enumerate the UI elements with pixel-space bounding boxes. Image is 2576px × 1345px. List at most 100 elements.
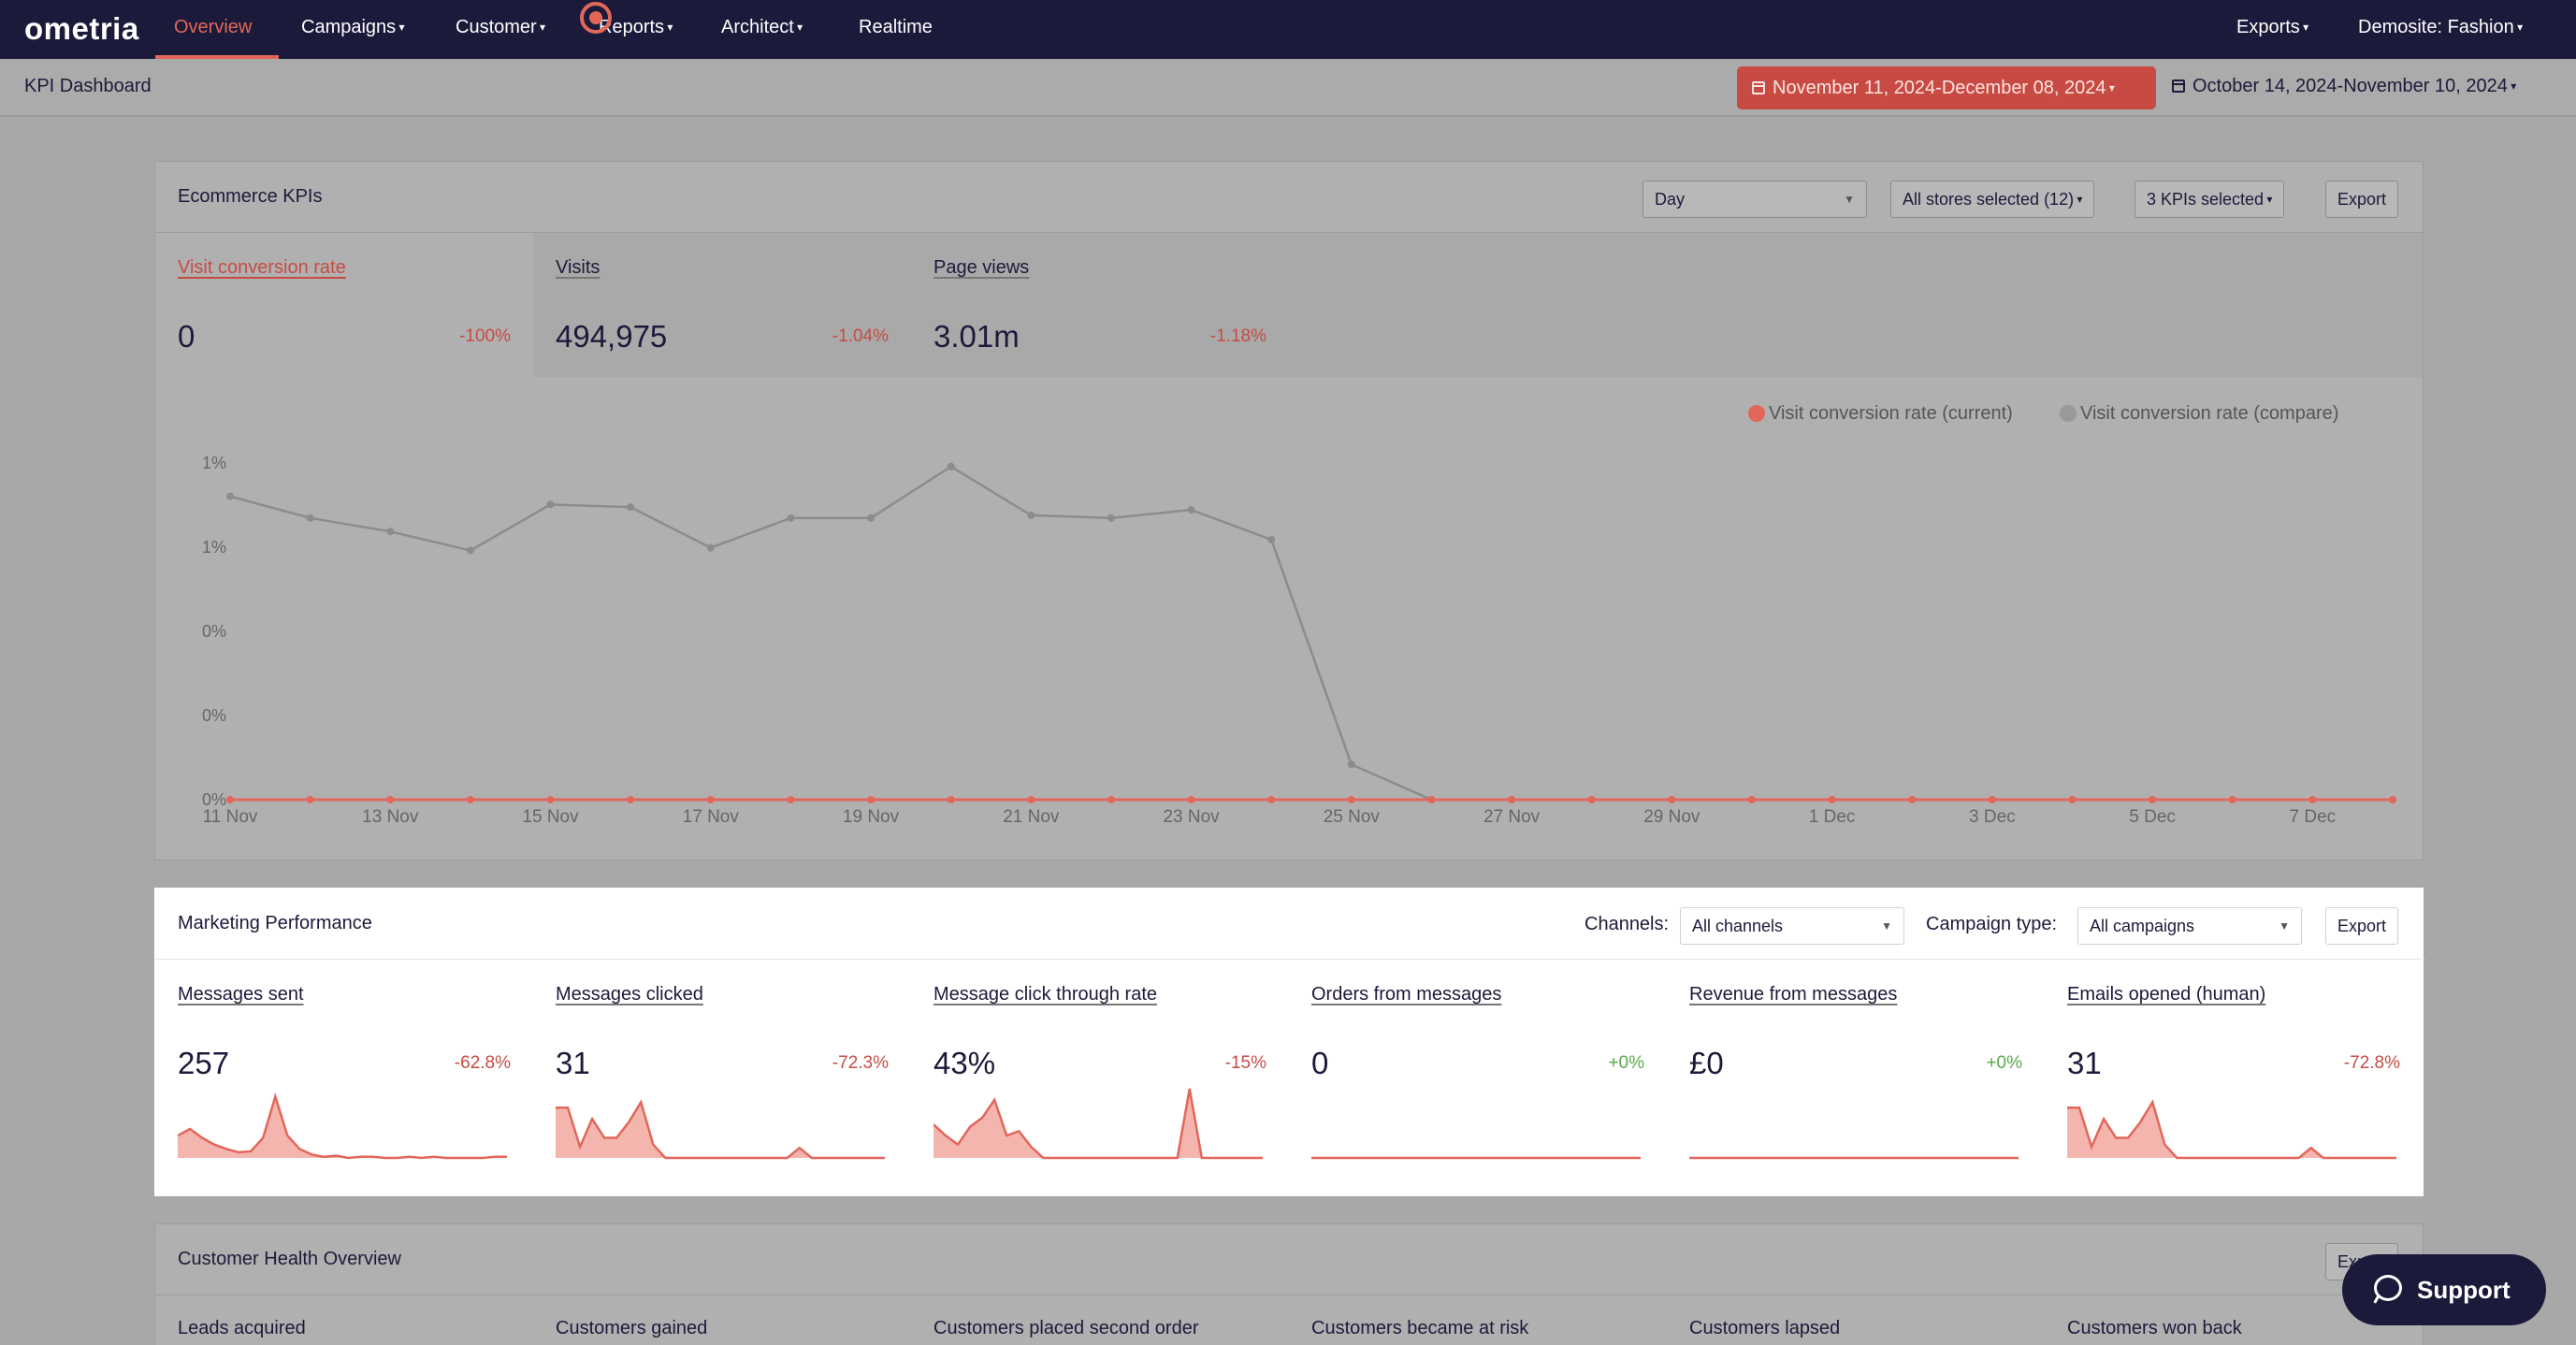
y-tick-label: 0% xyxy=(202,622,226,641)
mp-tile[interactable]: Messages clicked 31 -72.3% xyxy=(533,960,911,1193)
mp-delta: +0% xyxy=(1986,1053,2022,1073)
data-point-compare xyxy=(546,500,555,509)
health-tile-label[interactable]: Leads acquired xyxy=(178,1318,306,1338)
divider xyxy=(155,959,2424,960)
data-point-compare xyxy=(1267,535,1276,543)
mp-tile[interactable]: Messages sent 257 -62.8% xyxy=(155,960,533,1193)
granularity-select[interactable]: Day ▼ xyxy=(1643,181,1867,218)
ecommerce-export-button[interactable]: Export xyxy=(2325,181,2399,218)
support-label: Support xyxy=(2417,1276,2511,1304)
support-button[interactable]: Support xyxy=(2342,1254,2546,1325)
data-point-compare xyxy=(706,543,715,552)
health-tile-label[interactable]: Customers lapsed xyxy=(1689,1318,1841,1338)
date-range-compare-label: October 14, 2024-November 10, 2024 xyxy=(2192,76,2508,96)
data-point-current xyxy=(1107,796,1115,803)
x-tick-label: 25 Nov xyxy=(1324,807,1381,827)
data-point-compare xyxy=(1187,506,1195,514)
mp-tile[interactable]: Revenue from messages £0 +0% xyxy=(1667,960,2045,1193)
y-tick-label: 0% xyxy=(202,706,226,725)
mp-value: 31 xyxy=(556,1046,590,1080)
data-point-current xyxy=(1668,796,1676,803)
mp-tile[interactable]: Orders from messages 0 +0% xyxy=(1289,960,1667,1193)
date-range-current-label: November 11, 2024-December 08, 2024 xyxy=(1773,78,2106,98)
data-point-compare xyxy=(1027,511,1035,519)
sparkline-line xyxy=(2067,1099,2396,1160)
nav-architect[interactable]: Architect xyxy=(721,17,803,38)
legend-current[interactable]: Visit conversion rate (current) xyxy=(1748,403,2013,425)
data-point-current xyxy=(2068,796,2077,803)
campaign-type-value: All campaigns xyxy=(2090,917,2195,935)
mp-tile[interactable]: Emails opened (human) 31 -72.8% xyxy=(2045,960,2423,1193)
top-nav: ometria Overview Campaigns Customer Repo… xyxy=(0,0,2576,59)
data-point-current xyxy=(2308,796,2317,803)
kpis-select[interactable]: 3 KPIs selected xyxy=(2135,181,2285,218)
mp-label: Emails opened (human) xyxy=(2067,984,2266,1005)
account-switcher[interactable]: Demosite: Fashion xyxy=(2358,17,2523,38)
date-range-current[interactable]: November 11, 2024-December 08, 2024 xyxy=(1737,66,2156,109)
ometria-logo[interactable]: ometria xyxy=(24,11,139,46)
data-point-current xyxy=(1508,796,1516,803)
select-arrow-icon: ▼ xyxy=(2279,919,2290,933)
legend-label: Visit conversion rate (compare) xyxy=(2080,403,2339,424)
calendar-icon xyxy=(2172,80,2185,93)
data-point-current xyxy=(2389,796,2396,803)
data-point-current xyxy=(1988,796,1996,803)
kpi-delta: -1.04% xyxy=(832,326,889,346)
data-point-current xyxy=(1347,796,1355,803)
date-range-compare[interactable]: October 14, 2024-November 10, 2024 xyxy=(2172,76,2516,97)
divider xyxy=(155,232,2424,233)
data-point-compare xyxy=(1107,513,1115,522)
campaign-type-select[interactable]: All campaigns ▼ xyxy=(2077,907,2302,945)
nav-campaigns[interactable]: Campaigns xyxy=(301,17,405,38)
card-title: Marketing Performance xyxy=(178,913,372,933)
data-point-current xyxy=(947,796,955,803)
health-tile-label[interactable]: Customers became at risk xyxy=(1311,1318,1529,1338)
marketing-export-button[interactable]: Export xyxy=(2325,907,2399,945)
kpi-tile-visit-conversion[interactable]: Visit conversion rate 0 -100% xyxy=(155,233,533,377)
nav-realtime[interactable]: Realtime xyxy=(859,17,933,37)
health-tile-label[interactable]: Customers won back xyxy=(2067,1318,2242,1338)
channels-select[interactable]: All channels ▼ xyxy=(1680,907,1904,945)
sparkline-chart xyxy=(556,1099,885,1160)
x-tick-label: 27 Nov xyxy=(1483,807,1541,827)
select-arrow-icon: ▼ xyxy=(1881,919,1892,933)
nav-overview[interactable]: Overview xyxy=(174,17,253,37)
data-point-compare xyxy=(947,462,955,470)
data-point-current xyxy=(1027,796,1035,803)
nav-active-indicator xyxy=(155,55,279,59)
data-point-compare xyxy=(867,513,876,522)
data-point-current xyxy=(2149,796,2157,803)
cursor-indicator-icon xyxy=(580,2,612,34)
health-tile-label[interactable]: Customers placed second order xyxy=(933,1318,1199,1338)
sparkline-line xyxy=(556,1099,885,1160)
kpi-value: 0 xyxy=(178,319,195,354)
series-line-compare xyxy=(229,465,2393,802)
mp-tile[interactable]: Message click through rate 43% -15% xyxy=(911,960,1289,1193)
nav-customer[interactable]: Customer xyxy=(456,17,545,38)
kpi-tiles-bg xyxy=(533,233,2423,377)
kpi-tile-visits[interactable]: Visits 494,975 -1.04% xyxy=(533,233,911,377)
x-tick-label: 15 Nov xyxy=(522,807,579,827)
legend-dot-icon xyxy=(2060,405,2077,422)
card-title: Customer Health Overview xyxy=(178,1249,401,1269)
stores-select[interactable]: All stores selected (12) xyxy=(1890,181,2095,218)
card-title: Ecommerce KPIs xyxy=(178,186,323,207)
health-tile-label[interactable]: Customers gained xyxy=(556,1318,708,1338)
kpi-tile-page-views[interactable]: Page views 3.01m -1.18% xyxy=(911,233,1289,377)
nav-exports[interactable]: Exports xyxy=(2236,17,2308,38)
data-point-current xyxy=(627,796,635,803)
x-tick-label: 3 Dec xyxy=(1969,807,2016,827)
ecommerce-kpis-card: Ecommerce KPIs Day ▼ All stores selected … xyxy=(154,161,2424,861)
nav-reports[interactable]: Reports xyxy=(599,17,673,38)
sparkline-chart xyxy=(178,1092,507,1160)
sparkline-chart xyxy=(1311,1156,1641,1160)
select-arrow-icon: ▼ xyxy=(1844,193,1855,206)
legend-label: Visit conversion rate (current) xyxy=(1769,403,2013,424)
data-point-current xyxy=(1187,796,1195,803)
data-point-compare xyxy=(226,492,234,500)
sparkline-line xyxy=(178,1092,507,1160)
data-point-current xyxy=(1828,796,1836,803)
sparkline-chart xyxy=(2067,1099,2396,1160)
x-tick-label: 17 Nov xyxy=(683,807,740,827)
legend-compare[interactable]: Visit conversion rate (compare) xyxy=(2060,403,2338,425)
